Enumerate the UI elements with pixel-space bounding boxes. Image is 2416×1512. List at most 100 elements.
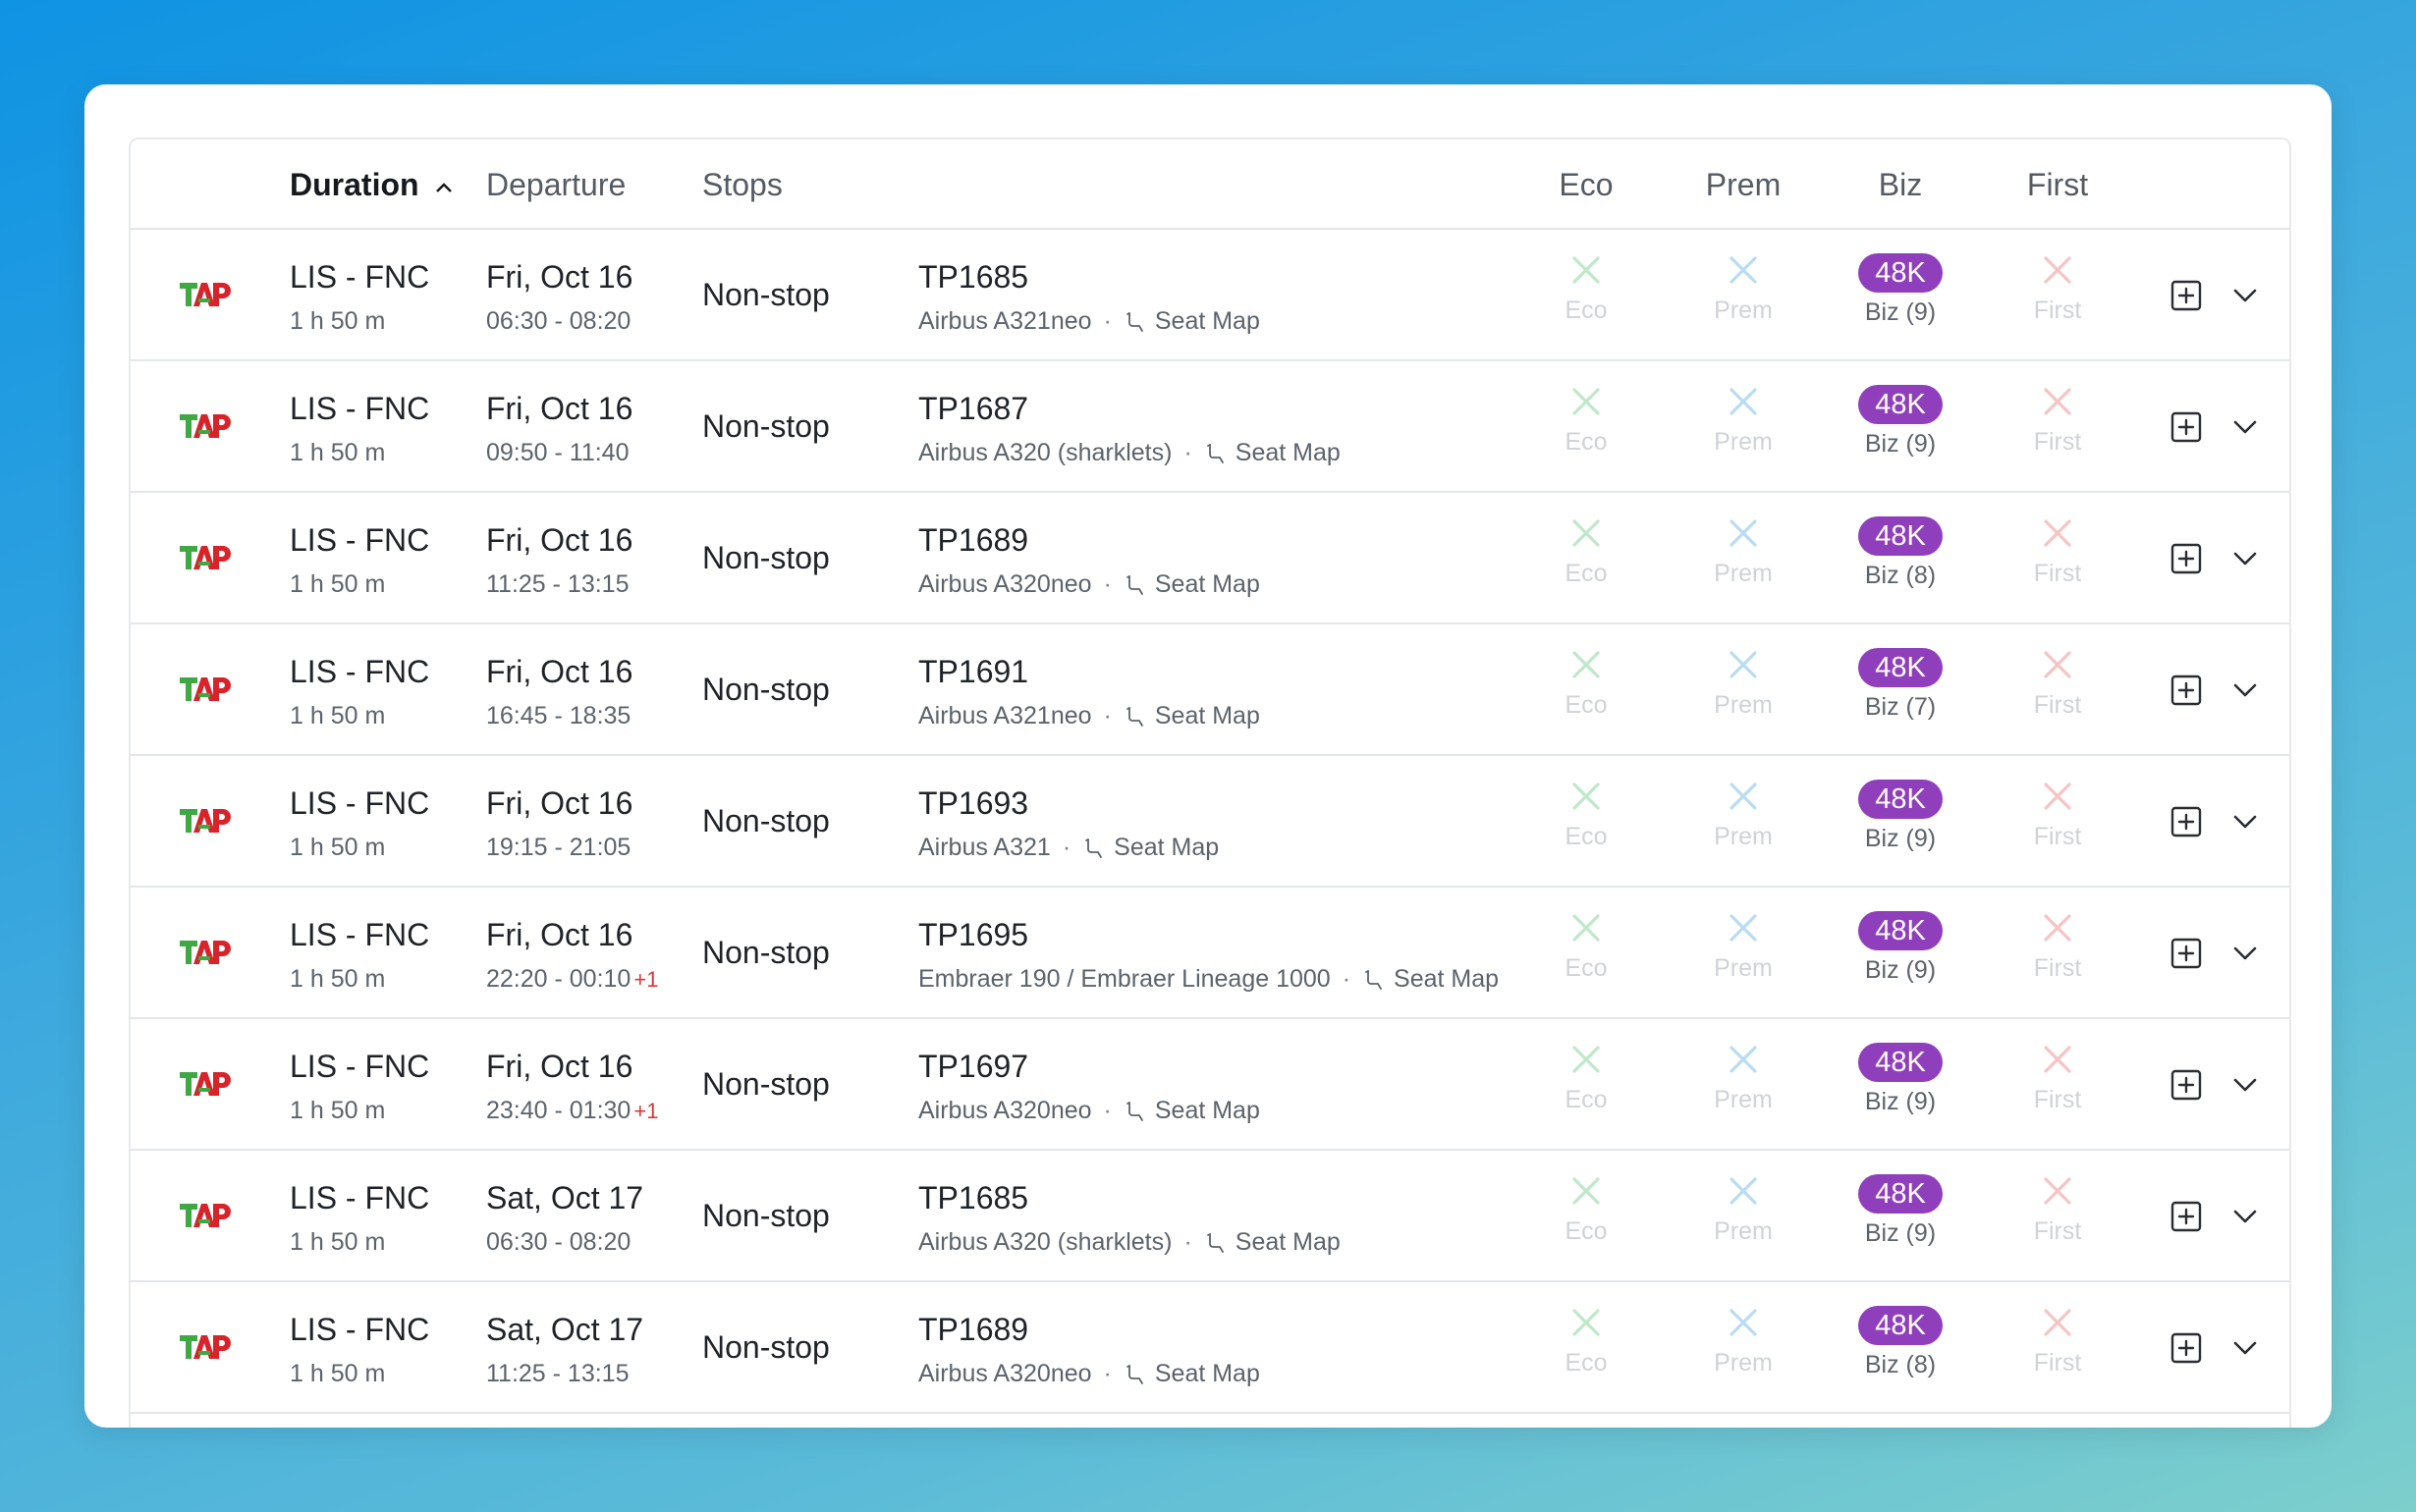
chevron-down-icon[interactable] <box>2230 1204 2260 1229</box>
sort-duration-header[interactable]: Duration <box>290 139 453 230</box>
seat-map-link[interactable]: Seat Map <box>1394 965 1500 993</box>
biz-cabin[interactable]: 48K Biz (9) <box>1822 385 1979 459</box>
chevron-down-icon[interactable] <box>2230 1072 2260 1098</box>
flight-row[interactable]: LIS - FNC 1 h 50 m Fri, Oct 16 19:15 - 2… <box>131 756 2289 888</box>
prem-header[interactable]: Prem <box>1705 167 1782 202</box>
unavailable-x-icon <box>1730 1309 1757 1336</box>
flight-number: TP1695 <box>918 917 1029 952</box>
prem-cabin: Prem <box>1665 516 1822 588</box>
biz-cabin[interactable]: 48K Biz (8) <box>1822 516 1979 590</box>
chevron-down-icon[interactable] <box>2230 809 2260 835</box>
duration: 1 h 50 m <box>290 1097 386 1124</box>
seat-map-link[interactable]: Seat Map <box>1154 702 1260 729</box>
unavailable-x-icon <box>1730 519 1757 547</box>
seat-map-link[interactable]: Seat Map <box>1235 439 1341 466</box>
unavailable-x-icon <box>1572 1046 1600 1073</box>
biz-cabin[interactable]: 48K Biz (7) <box>1822 648 1979 722</box>
biz-price-badge[interactable]: 48K <box>1858 780 1943 819</box>
first-header[interactable]: First <box>2026 167 2089 202</box>
chevron-down-icon[interactable] <box>2230 283 2260 308</box>
add-plus-square-icon[interactable] <box>2169 279 2203 312</box>
chevron-down-icon[interactable] <box>2230 677 2260 703</box>
seat-map-link[interactable]: Seat Map <box>1235 1228 1341 1256</box>
add-plus-square-icon[interactable] <box>2169 937 2203 970</box>
add-plus-square-icon[interactable] <box>2169 542 2203 575</box>
separator-dot: · <box>1342 965 1351 993</box>
route-cell: LIS - FNC 1 h 50 m <box>290 1049 429 1125</box>
route: LIS - FNC <box>290 917 430 952</box>
stops: Non-stop <box>702 277 830 312</box>
eco-cabin: Eco <box>1508 253 1665 325</box>
add-plus-square-icon[interactable] <box>2169 805 2203 838</box>
biz-cabin[interactable]: 48K Biz (9) <box>1822 1043 1979 1116</box>
seat-map-link[interactable]: Seat Map <box>1154 307 1260 335</box>
add-plus-square-icon[interactable] <box>2169 674 2203 707</box>
flight-row[interactable]: LIS - FNC 1 h 50 m Fri, Oct 16 22:20 - 0… <box>131 888 2289 1019</box>
biz-price-badge[interactable]: 48K <box>1858 253 1943 293</box>
add-plus-square-icon[interactable] <box>2169 1200 2203 1233</box>
biz-price-badge[interactable]: 48K <box>1858 385 1943 424</box>
route: LIS - FNC <box>290 1180 430 1215</box>
add-plus-square-icon[interactable] <box>2169 1331 2203 1365</box>
seat-map-link[interactable]: Seat Map <box>1154 570 1260 598</box>
flight-row[interactable]: LIS - FNC 1 h 50 m Fri, Oct 16 23:40 - 0… <box>131 1019 2289 1151</box>
unavailable-x-icon <box>2044 783 2071 810</box>
prem-cabin: Prem <box>1665 1174 1822 1246</box>
route-cell: LIS - FNC 1 h 50 m <box>290 259 429 336</box>
departure-header[interactable]: Departure <box>486 167 627 202</box>
flight-row[interactable]: LIS - FNC 1 h 50 m Sat, Oct 17 06:30 - 0… <box>131 1151 2289 1282</box>
biz-price-badge[interactable]: 48K <box>1858 1174 1943 1214</box>
biz-cabin[interactable]: 48K Biz (9) <box>1822 1174 1979 1248</box>
eco-cabin: Eco <box>1508 1174 1665 1246</box>
biz-cabin[interactable]: 48K Biz (9) <box>1822 780 1979 853</box>
flight-row[interactable]: LIS - FNC 1 h 50 m Fri, Oct 16 16:45 - 1… <box>131 624 2289 756</box>
stops-header[interactable]: Stops <box>702 167 783 202</box>
unavailable-x-icon <box>1730 783 1757 810</box>
biz-price-badge[interactable]: 48K <box>1858 911 1943 950</box>
add-plus-square-icon[interactable] <box>2169 1068 2203 1102</box>
prem-cabin: Prem <box>1665 648 1822 720</box>
flight-row[interactable]: LIS - FNC 1 h 50 m Fri, Oct 16 09:50 - 1… <box>131 361 2289 493</box>
tap-airline-logo <box>180 1072 231 1096</box>
eco-cabin: Eco <box>1508 1306 1665 1377</box>
eco-label: Eco <box>1565 1349 1608 1377</box>
flight-cell: TP1695 Embraer 190 / Embraer Lineage 100… <box>918 917 1499 994</box>
route-cell: LIS - FNC 1 h 50 m <box>290 785 429 862</box>
eco-label: Eco <box>1565 1086 1608 1113</box>
biz-cabin[interactable]: 48K Biz (9) <box>1822 253 1979 327</box>
biz-header[interactable]: Biz <box>1878 167 1923 202</box>
flight-row[interactable]: LIS - FNC 1 h 50 m Sat, Oct 17 11:25 - 1… <box>131 1282 2289 1414</box>
chevron-down-icon[interactable] <box>2230 414 2260 440</box>
time-range: 11:25 - 13:15 <box>486 1360 630 1387</box>
prem-label: Prem <box>1714 1349 1773 1377</box>
flight-row[interactable]: LIS - FNC 1 h 50 m Fri, Oct 16 06:30 - 0… <box>131 230 2289 361</box>
unavailable-x-icon <box>1572 914 1600 942</box>
eco-label: Eco <box>1565 428 1608 456</box>
unavailable-x-icon <box>1572 256 1600 284</box>
seat-map-link[interactable]: Seat Map <box>1114 834 1220 861</box>
biz-cabin[interactable]: 48K Biz (9) <box>1822 911 1979 985</box>
seat-map-link[interactable]: Seat Map <box>1154 1097 1260 1124</box>
seat-map-link[interactable]: Seat Map <box>1154 1360 1260 1387</box>
tap-airline-logo <box>180 941 231 964</box>
biz-price-badge[interactable]: 48K <box>1858 648 1943 687</box>
stops: Non-stop <box>702 408 830 444</box>
table-header: Duration Departure Stops Eco Prem Biz Fi… <box>131 139 2289 230</box>
biz-cabin[interactable]: 48K Biz (8) <box>1822 1306 1979 1379</box>
chevron-down-icon[interactable] <box>2230 546 2260 571</box>
time-range: 06:30 - 08:20 <box>486 307 631 335</box>
seat-icon <box>1126 1101 1143 1121</box>
route-cell: LIS - FNC 1 h 50 m <box>290 391 429 467</box>
add-plus-square-icon[interactable] <box>2169 410 2203 444</box>
first-label: First <box>2033 1086 2082 1113</box>
biz-price-badge[interactable]: 48K <box>1858 516 1943 556</box>
separator-dot: · <box>1183 1228 1192 1256</box>
eco-header[interactable]: Eco <box>1559 167 1614 202</box>
biz-price-badge[interactable]: 48K <box>1858 1043 1943 1082</box>
separator-dot: · <box>1103 570 1112 598</box>
chevron-down-icon[interactable] <box>2230 941 2260 966</box>
chevron-down-icon[interactable] <box>2230 1335 2260 1361</box>
eco-label: Eco <box>1565 560 1608 587</box>
biz-price-badge[interactable]: 48K <box>1858 1306 1943 1345</box>
flight-row[interactable]: LIS - FNC 1 h 50 m Fri, Oct 16 11:25 - 1… <box>131 493 2289 624</box>
